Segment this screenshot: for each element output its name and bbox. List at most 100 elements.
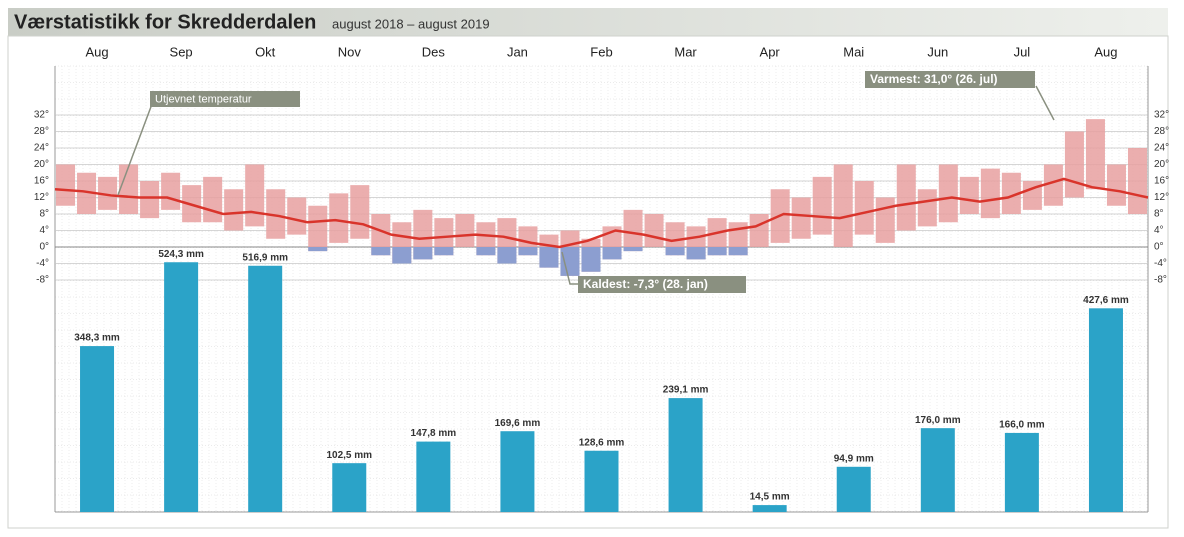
daily-range	[245, 164, 265, 227]
daily-range-cold	[728, 247, 748, 256]
precipitation-bar	[500, 431, 535, 512]
x-tick-label: Jan	[507, 44, 528, 59]
x-tick-label: Apr	[760, 44, 781, 59]
daily-range-cold	[581, 247, 601, 272]
daily-range	[938, 164, 958, 223]
daily-range-cold	[434, 247, 454, 256]
daily-range	[1043, 164, 1063, 206]
daily-range-cold	[371, 247, 391, 256]
precipitation-bar	[836, 466, 871, 512]
y-tick-label: 12°	[34, 192, 49, 203]
chart-title: Værstatistikk for Skredderdalen	[14, 11, 316, 33]
y-tick-label: 8°	[39, 209, 49, 220]
daily-range	[1127, 148, 1147, 214]
callout-line	[561, 251, 580, 285]
bar-label: 147,8 mm	[411, 428, 457, 439]
daily-range	[623, 209, 643, 252]
daily-range	[812, 176, 832, 235]
daily-range-cold	[413, 247, 433, 260]
callout-box	[865, 71, 1035, 88]
y-tick-label-right: 0°	[1154, 242, 1164, 253]
precipitation-bar	[164, 262, 199, 512]
precipitation-bar	[668, 398, 703, 512]
bar-label: 239,1 mm	[663, 385, 709, 396]
y-tick-label-right: 20°	[1154, 159, 1169, 170]
y-tick-label-right: 24°	[1154, 143, 1169, 154]
callout-box	[578, 276, 746, 293]
y-tick-label: 16°	[34, 176, 49, 187]
chart-subtitle: august 2018 – august 2019	[332, 16, 490, 31]
daily-range-cold	[476, 247, 496, 256]
precipitation-bar	[248, 265, 283, 512]
y-tick-label-right: -4°	[1154, 258, 1167, 269]
precipitation-bar	[752, 505, 787, 512]
daily-range-cold	[518, 247, 538, 256]
x-tick-label: Mai	[843, 44, 864, 59]
x-tick-label: Mar	[674, 44, 697, 59]
y-tick-label-right: 28°	[1154, 126, 1169, 137]
daily-range	[644, 214, 664, 247]
y-tick-label-right: 4°	[1154, 225, 1164, 236]
daily-range-cold	[308, 247, 328, 252]
daily-range	[917, 189, 937, 227]
bar-label: 166,0 mm	[999, 420, 1045, 431]
daily-range-cold	[602, 247, 622, 260]
daily-range-cold	[539, 247, 559, 268]
y-tick-label: 28°	[34, 126, 49, 137]
daily-range	[203, 176, 223, 223]
y-tick-label-right: 32°	[1154, 110, 1169, 121]
precipitation-bar	[416, 441, 451, 512]
daily-range	[791, 197, 811, 239]
y-tick-label: 4°	[39, 225, 49, 236]
callout-line	[1035, 85, 1055, 121]
bar-label: 169,6 mm	[495, 418, 541, 429]
daily-range	[854, 181, 874, 235]
daily-range	[959, 176, 979, 214]
x-tick-label: Aug	[85, 44, 108, 59]
daily-range	[1106, 164, 1126, 206]
daily-range-cold	[686, 247, 706, 260]
x-tick-label: Sep	[170, 44, 193, 59]
y-tick-label: 0°	[39, 242, 49, 253]
header-bar	[8, 8, 1168, 36]
daily-range	[749, 214, 769, 247]
precipitation-bar	[332, 463, 367, 512]
bar-label: 128,6 mm	[579, 437, 625, 448]
callout-line	[117, 103, 153, 196]
x-tick-label: Nov	[338, 44, 362, 59]
daily-range	[1001, 172, 1021, 214]
daily-range-cold	[560, 247, 580, 276]
precipitation-bar	[80, 346, 115, 512]
x-tick-label: Jul	[1014, 44, 1031, 59]
y-tick-label: 24°	[34, 143, 49, 154]
bar-label: 427,6 mm	[1083, 295, 1129, 306]
daily-range	[371, 214, 391, 256]
daily-range	[140, 181, 160, 219]
daily-range	[980, 168, 1000, 219]
daily-range	[224, 189, 244, 231]
x-tick-label: Des	[422, 44, 446, 59]
x-tick-label: Aug	[1094, 44, 1117, 59]
precipitation-bar	[1004, 432, 1039, 512]
daily-range	[119, 164, 139, 214]
daily-range-cold	[497, 247, 517, 264]
x-tick-label: Jun	[927, 44, 948, 59]
bar-label: 516,9 mm	[242, 252, 288, 263]
y-tick-label-right: 12°	[1154, 192, 1169, 203]
daily-range	[707, 218, 727, 256]
daily-range	[161, 172, 181, 210]
bar-label: 14,5 mm	[750, 492, 790, 503]
daily-range	[875, 197, 895, 243]
y-tick-label-right: -8°	[1154, 275, 1167, 286]
y-tick-label: 32°	[34, 110, 49, 121]
y-tick-label-right: 8°	[1154, 209, 1164, 220]
callout-box	[150, 91, 300, 107]
daily-range	[266, 189, 286, 239]
daily-range	[308, 205, 328, 252]
bar-label: 176,0 mm	[915, 415, 961, 426]
daily-range	[896, 164, 916, 231]
y-tick-label-right: 16°	[1154, 176, 1169, 187]
y-tick-label: -4°	[36, 258, 49, 269]
daily-range-cold	[707, 247, 727, 256]
